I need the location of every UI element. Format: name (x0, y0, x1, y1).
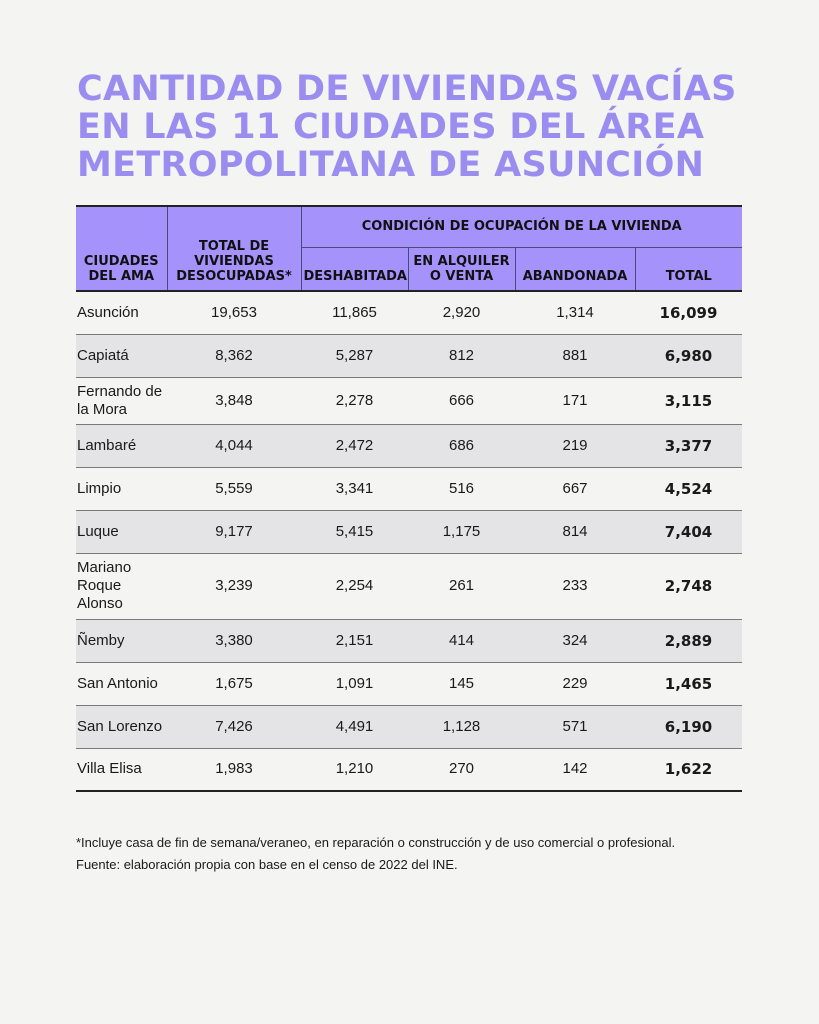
city-cell: San Lorenzo (76, 705, 167, 749)
total-cell: 2,889 (635, 619, 742, 663)
desocupadas-cell: 5,559 (167, 467, 301, 511)
total-cell: 4,524 (635, 467, 742, 511)
page-title: CANTIDAD DE VIVIENDAS VACÍAS EN LAS 11 C… (77, 70, 757, 184)
total-cell: 1,465 (635, 662, 742, 706)
table-row: San Antonio 1,675 1,091 145 229 1,465 (76, 662, 742, 706)
deshabitada-cell: 11,865 (301, 291, 408, 335)
alquiler-cell: 414 (408, 619, 515, 663)
total-cell: 16,099 (635, 291, 742, 335)
city-cell: Fernando de la Mora (76, 377, 167, 425)
city-cell: Ñemby (76, 619, 167, 663)
abandonada-cell: 142 (515, 748, 635, 792)
abandonada-cell: 881 (515, 334, 635, 378)
city-cell: Limpio (76, 467, 167, 511)
desocupadas-cell: 3,239 (167, 553, 301, 620)
vacant-housing-table: CIUDADES DEL AMA TOTAL DE VIVIENDAS DESO… (76, 205, 742, 792)
desocupadas-cell: 1,983 (167, 748, 301, 792)
header-total: TOTAL (635, 247, 742, 292)
city-cell: Capiatá (76, 334, 167, 378)
deshabitada-cell: 5,287 (301, 334, 408, 378)
city-cell: Asunción (76, 291, 167, 335)
abandonada-cell: 219 (515, 424, 635, 468)
alquiler-cell: 812 (408, 334, 515, 378)
footnote-block: *Incluye casa de fin de semana/veraneo, … (76, 832, 776, 876)
table-row: Mariano Roque Alonso 3,239 2,254 261 233… (76, 553, 742, 620)
table-row: Luque 9,177 5,415 1,175 814 7,404 (76, 510, 742, 554)
table-row: Fernando de la Mora 3,848 2,278 666 171 … (76, 377, 742, 425)
desocupadas-cell: 4,044 (167, 424, 301, 468)
header-total-desocupadas: TOTAL DE VIVIENDAS DESOCUPADAS* (167, 206, 302, 292)
desocupadas-cell: 8,362 (167, 334, 301, 378)
alquiler-cell: 516 (408, 467, 515, 511)
desocupadas-cell: 1,675 (167, 662, 301, 706)
abandonada-cell: 233 (515, 553, 635, 620)
city-cell: Luque (76, 510, 167, 554)
abandonada-cell: 667 (515, 467, 635, 511)
city-cell: Villa Elisa (76, 748, 167, 792)
total-cell: 7,404 (635, 510, 742, 554)
alquiler-cell: 666 (408, 377, 515, 425)
total-cell: 6,190 (635, 705, 742, 749)
source-note: Fuente: elaboración propia con base en e… (76, 857, 458, 872)
desocupadas-cell: 9,177 (167, 510, 301, 554)
header-deshabitada: DESHABITADA (301, 247, 409, 292)
total-cell: 3,115 (635, 377, 742, 425)
footnote: *Incluye casa de fin de semana/veraneo, … (76, 835, 676, 850)
alquiler-cell: 1,175 (408, 510, 515, 554)
table-row: Limpio 5,559 3,341 516 667 4,524 (76, 467, 742, 511)
title-line-1: CANTIDAD DE VIVIENDAS VACÍAS (77, 69, 737, 109)
table-row: Ñemby 3,380 2,151 414 324 2,889 (76, 619, 742, 663)
title-line-3: METROPOLITANA DE ASUNCIÓN (77, 145, 705, 185)
alquiler-cell: 2,920 (408, 291, 515, 335)
header-condition-group: CONDICIÓN DE OCUPACIÓN DE LA VIVIENDA (301, 206, 742, 248)
deshabitada-cell: 1,091 (301, 662, 408, 706)
abandonada-cell: 171 (515, 377, 635, 425)
deshabitada-cell: 5,415 (301, 510, 408, 554)
desocupadas-cell: 7,426 (167, 705, 301, 749)
deshabitada-cell: 2,254 (301, 553, 408, 620)
header-city: CIUDADES DEL AMA (76, 206, 168, 292)
desocupadas-cell: 3,848 (167, 377, 301, 425)
deshabitada-cell: 3,341 (301, 467, 408, 511)
alquiler-cell: 145 (408, 662, 515, 706)
desocupadas-cell: 3,380 (167, 619, 301, 663)
city-cell: Lambaré (76, 424, 167, 468)
abandonada-cell: 1,314 (515, 291, 635, 335)
alquiler-cell: 261 (408, 553, 515, 620)
table-row: San Lorenzo 7,426 4,491 1,128 571 6,190 (76, 705, 742, 749)
title-line-2: EN LAS 11 CIUDADES DEL ÁREA (77, 107, 705, 147)
city-cell: San Antonio (76, 662, 167, 706)
total-cell: 3,377 (635, 424, 742, 468)
table-row: Capiatá 8,362 5,287 812 881 6,980 (76, 334, 742, 378)
abandonada-cell: 814 (515, 510, 635, 554)
abandonada-cell: 324 (515, 619, 635, 663)
alquiler-cell: 270 (408, 748, 515, 792)
total-cell: 6,980 (635, 334, 742, 378)
total-cell: 2,748 (635, 553, 742, 620)
table-row: Asunción 19,653 11,865 2,920 1,314 16,09… (76, 291, 742, 335)
deshabitada-cell: 1,210 (301, 748, 408, 792)
deshabitada-cell: 4,491 (301, 705, 408, 749)
city-cell: Mariano Roque Alonso (76, 553, 167, 620)
abandonada-cell: 571 (515, 705, 635, 749)
table-row: Villa Elisa 1,983 1,210 270 142 1,622 (76, 748, 742, 792)
header-abandonada: ABANDONADA (515, 247, 636, 292)
header-alquiler-venta: EN ALQUILER O VENTA (408, 247, 516, 292)
alquiler-cell: 1,128 (408, 705, 515, 749)
desocupadas-cell: 19,653 (167, 291, 301, 335)
deshabitada-cell: 2,278 (301, 377, 408, 425)
table-row: Lambaré 4,044 2,472 686 219 3,377 (76, 424, 742, 468)
abandonada-cell: 229 (515, 662, 635, 706)
alquiler-cell: 686 (408, 424, 515, 468)
deshabitada-cell: 2,472 (301, 424, 408, 468)
total-cell: 1,622 (635, 748, 742, 792)
deshabitada-cell: 2,151 (301, 619, 408, 663)
